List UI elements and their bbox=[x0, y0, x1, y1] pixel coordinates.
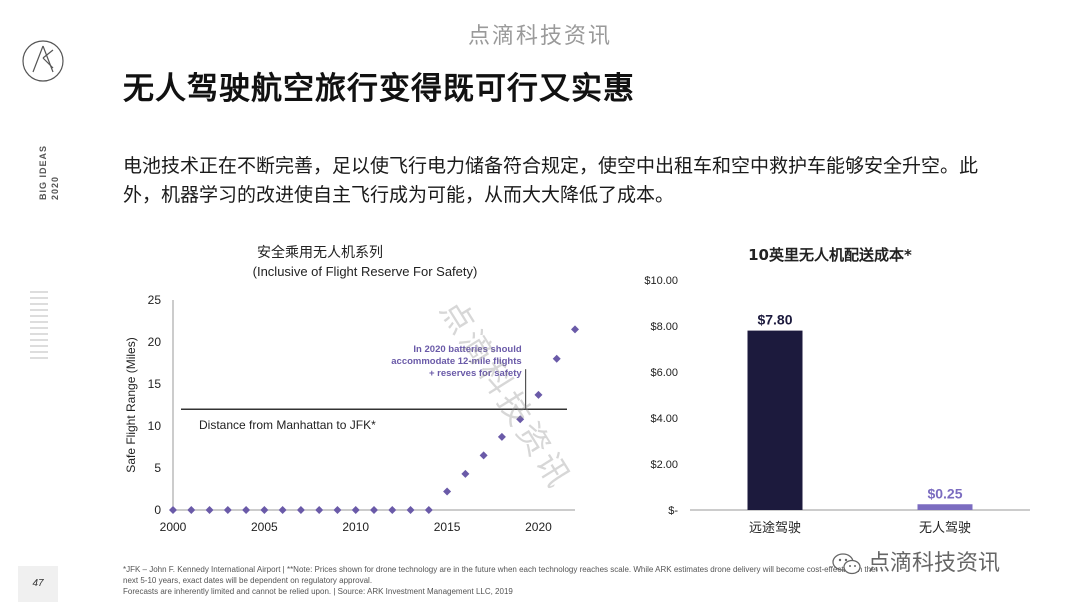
chart1-data-point bbox=[278, 506, 287, 514]
chart1-data-point bbox=[242, 506, 251, 514]
chart2-y-tick-label: $10.00 bbox=[644, 275, 678, 287]
chart1-annotation-line: accommodate 12-mile flights bbox=[391, 356, 521, 367]
footnote-line-3: Forecasts are inherently limited and can… bbox=[123, 587, 513, 596]
chart1-data-point bbox=[571, 325, 579, 334]
chart1-data-point bbox=[333, 506, 342, 514]
side-lines-decoration bbox=[30, 291, 48, 359]
chart1-x-tick-label: 2000 bbox=[160, 520, 187, 534]
chart1-x-tick-label: 2015 bbox=[434, 520, 461, 534]
chart1-title: 安全乘用无人机系列 bbox=[257, 245, 383, 261]
chart1-plot: 0 5 10 15 20 25 2000 2005 2010 2015 2020 Safe Fligh… bbox=[124, 293, 579, 534]
side-label: BIG IDEAS 2020 bbox=[38, 145, 60, 200]
chart1-data-point bbox=[315, 506, 324, 514]
chart2-bar bbox=[747, 330, 803, 510]
body-paragraph: 电池技术正在不断完善，足以使飞行电力储备符合规定，使空中出租车和空中救护车能够安… bbox=[123, 155, 979, 206]
chart1-annotation-line: In 2020 batteries should bbox=[413, 344, 521, 355]
bottom-watermark-text: 点滴科技资讯 bbox=[868, 551, 1001, 576]
chart2-plot: $- $2.00 $4.00 $6.00 $8.00 $10.00 $7.80 远途驾驶 $0… bbox=[644, 275, 1030, 536]
chart1-y-tick-label: 0 bbox=[154, 503, 161, 517]
chart1-data-point bbox=[187, 506, 196, 514]
chart1-data-point bbox=[552, 354, 561, 363]
chart1-x-tick-label: 2005 bbox=[251, 520, 278, 534]
chart1-data-point bbox=[223, 506, 232, 514]
chart1-y-tick-label: 5 bbox=[154, 461, 161, 475]
chart1-data-point bbox=[169, 506, 177, 514]
chart2-y-tick-label: $8.00 bbox=[650, 321, 678, 333]
chart1-data-point bbox=[351, 506, 360, 514]
chart2-title: 10英里无人机配送成本* bbox=[748, 246, 912, 264]
chart1-x-tick-label: 2010 bbox=[342, 520, 369, 534]
chart1-data-point bbox=[388, 506, 397, 514]
chart2-y-tick-label: $4.00 bbox=[650, 413, 678, 425]
chart2-category-label: 无人驾驶 bbox=[919, 521, 971, 536]
header-watermark: 点滴科技资讯 bbox=[467, 24, 612, 49]
chart1-data-point bbox=[260, 506, 269, 514]
footnote-line-1: *JFK – John F. Kennedy International Air… bbox=[123, 565, 876, 574]
chart1-data-point bbox=[534, 390, 543, 399]
chart1-data-point bbox=[497, 432, 506, 441]
ark-logo-icon bbox=[22, 40, 64, 82]
chart1-data-point bbox=[479, 451, 488, 460]
chart1-subtitle: (Inclusive of Flight Reserve For Safety) bbox=[252, 264, 478, 279]
chart1-y-tick-label: 15 bbox=[148, 377, 162, 391]
chart1-data-point bbox=[461, 469, 470, 478]
chart1-y-tick-label: 20 bbox=[148, 335, 162, 349]
bottom-watermark: 点滴科技资讯 bbox=[832, 545, 1000, 577]
footnote-line-2: next 5-10 years, exact dates will be dep… bbox=[123, 576, 373, 585]
chart1-x-tick-label: 2020 bbox=[525, 520, 552, 534]
side-year-text: 2020 bbox=[50, 176, 60, 200]
chart2-y-tick-label: $2.00 bbox=[650, 459, 678, 471]
wechat-icon bbox=[832, 553, 861, 575]
chart1-data-point bbox=[516, 415, 525, 424]
chart2-bar bbox=[917, 504, 973, 510]
chart1-annotation-line: + reserves for safety bbox=[429, 368, 522, 379]
chart2-category-label: 远途驾驶 bbox=[749, 520, 801, 536]
chart2-y-tick-label: $- bbox=[668, 505, 678, 517]
chart1-data-point bbox=[406, 506, 415, 514]
chart1-y-axis-label: Safe Flight Range (Miles) bbox=[124, 337, 138, 472]
chart1-data-point bbox=[424, 506, 433, 514]
chart1-y-tick-label: 25 bbox=[148, 293, 162, 307]
page-number: 47 bbox=[18, 566, 58, 602]
page-title: 无人驾驶航空旅行变得既可行又实惠 bbox=[123, 71, 635, 107]
chart1-data-point bbox=[296, 506, 305, 514]
chart2-value-label: $7.80 bbox=[757, 312, 792, 328]
chart1-y-tick-label: 10 bbox=[148, 419, 162, 433]
side-label-text: BIG IDEAS bbox=[38, 145, 48, 200]
chart2-y-tick-label: $6.00 bbox=[650, 367, 678, 379]
footnote: *JFK – John F. Kennedy International Air… bbox=[123, 564, 1053, 597]
chart2-value-label: $0.25 bbox=[927, 485, 962, 501]
chart1-data-point bbox=[205, 506, 214, 514]
chart1-reference-label: Distance from Manhattan to JFK* bbox=[199, 418, 376, 432]
chart1-data-point bbox=[370, 506, 378, 514]
chart1-data-point bbox=[443, 487, 452, 496]
